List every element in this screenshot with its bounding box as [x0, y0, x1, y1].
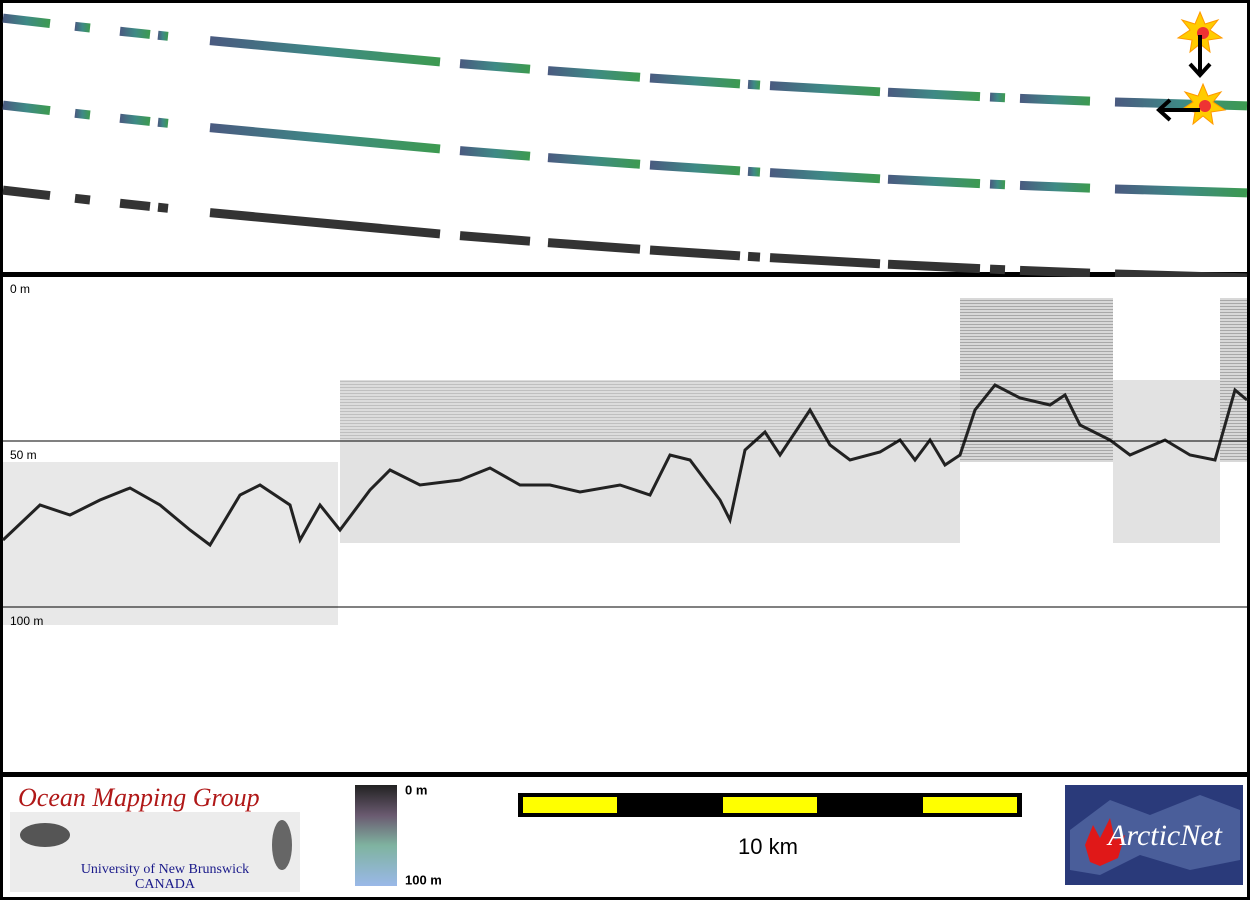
track-strip	[2, 100, 51, 116]
partner-name: ArcticNet	[1106, 819, 1223, 852]
track-strip	[769, 81, 881, 97]
track-strip	[157, 117, 169, 128]
track-strip	[747, 79, 761, 90]
track-strip	[209, 208, 441, 239]
track-strip	[74, 21, 91, 33]
track-strip	[74, 108, 91, 120]
track-strip	[119, 113, 151, 126]
track-strip	[1019, 265, 1091, 278]
track-strip	[1114, 97, 1248, 111]
track-strip	[2, 185, 51, 201]
track-strip	[119, 198, 151, 211]
arcticnet-logo: ArcticNet	[1065, 785, 1243, 885]
track-panel	[3, 3, 1247, 272]
track-strip	[1019, 93, 1091, 106]
logo-line: University of New Brunswick	[81, 862, 249, 877]
track-strip	[1019, 180, 1091, 193]
colorbar	[355, 785, 397, 886]
track-strip	[747, 251, 761, 262]
track-strip	[989, 92, 1006, 103]
scale-label: 10 km	[738, 834, 798, 859]
light-icons	[1156, 10, 1227, 126]
depth-label: 100 m	[10, 614, 43, 628]
track-strip	[459, 146, 531, 161]
track-strip	[747, 166, 761, 177]
colorbar-label: 0 m	[405, 782, 427, 797]
sonar-swaths	[1, 298, 1248, 625]
track-strip	[887, 259, 981, 274]
track-strip	[547, 153, 641, 169]
track-strip	[2, 13, 51, 29]
depth-label: 0 m	[10, 282, 30, 296]
depth-label: 50 m	[10, 448, 37, 462]
logo-line: CANADA	[135, 877, 196, 892]
track-strip	[157, 202, 169, 213]
track-strip	[209, 36, 441, 67]
track-strip	[459, 59, 531, 74]
colorbar-label: 100 m	[405, 872, 442, 887]
track-strip	[769, 253, 881, 269]
track-strip	[209, 123, 441, 154]
track-strip	[989, 179, 1006, 190]
track-strip	[989, 264, 1006, 275]
scale-bar	[518, 793, 1022, 817]
track-strip	[74, 193, 91, 205]
track-strip	[1114, 184, 1248, 198]
track-strip	[459, 231, 531, 246]
track-strip	[649, 73, 741, 89]
track-strip	[887, 174, 981, 189]
track-strip	[769, 168, 881, 184]
track-strip	[547, 238, 641, 254]
track-strip	[119, 26, 151, 39]
track-strip	[887, 87, 981, 102]
track-strip	[547, 66, 641, 82]
ogm-logo: Ocean Mapping Group University of New Br…	[10, 783, 300, 892]
track-strip	[649, 160, 741, 176]
logo-title: Ocean Mapping Group	[18, 783, 260, 812]
track-strip	[157, 30, 169, 41]
track-strip	[649, 245, 741, 261]
